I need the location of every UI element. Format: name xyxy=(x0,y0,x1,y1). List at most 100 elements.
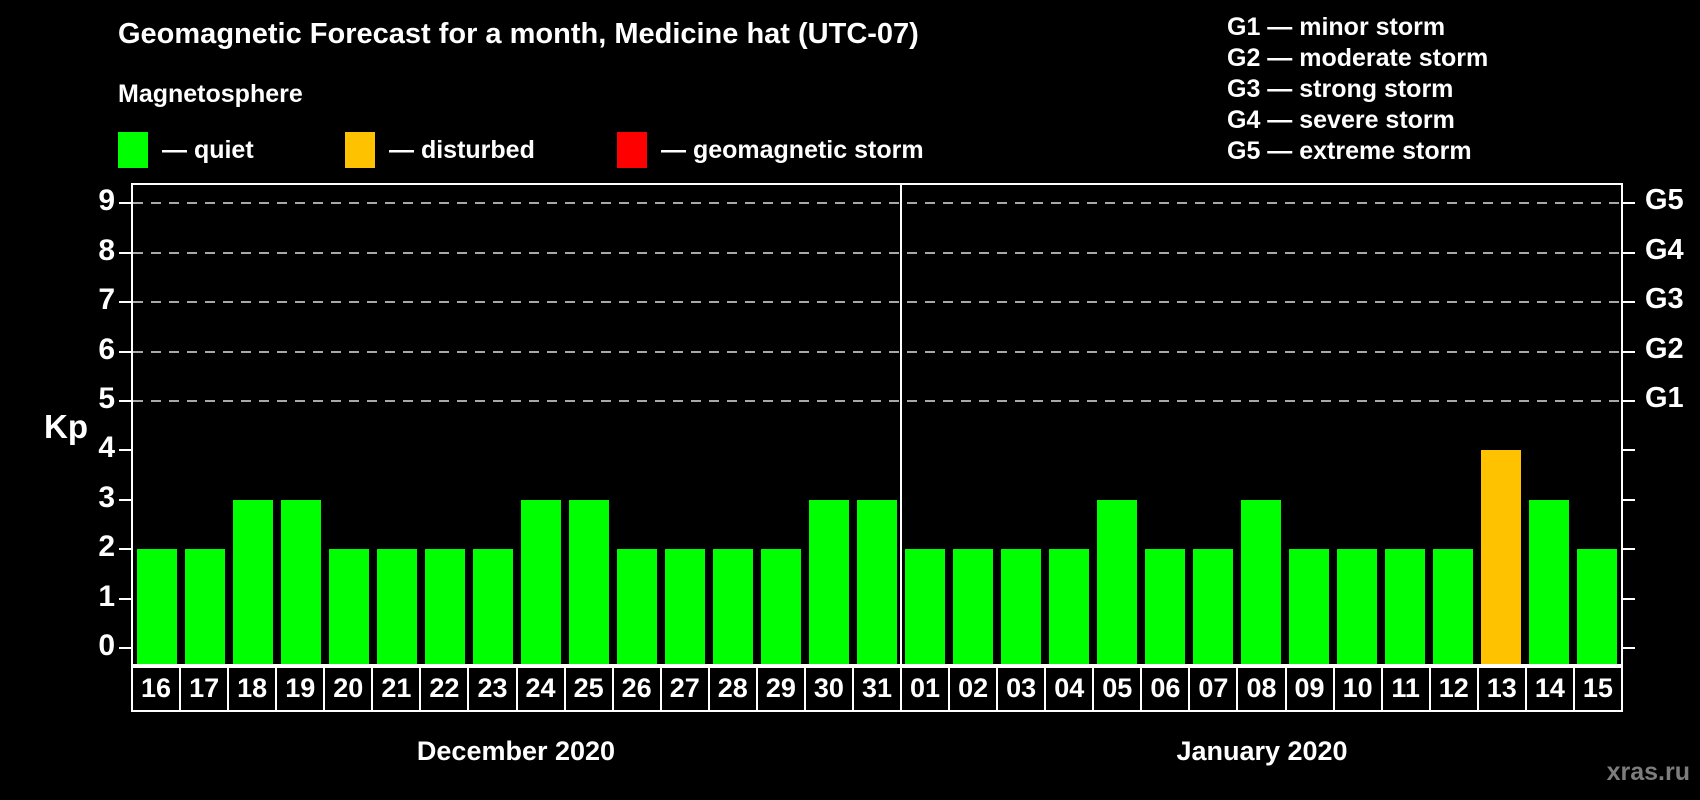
watermark: xras.ru xyxy=(1606,758,1690,786)
g-scale-legend: G1 — minor storm G2 — moderate storm G3 … xyxy=(1227,12,1488,167)
legend-item-disturbed: — disturbed xyxy=(345,131,535,169)
day-box-30: 30 xyxy=(803,666,854,712)
kp-bar-day-08 xyxy=(1240,499,1282,664)
day-box-07: 07 xyxy=(1188,666,1239,712)
legend-label-quiet: — quiet xyxy=(162,135,254,164)
kp-bar-day-01 xyxy=(904,549,946,664)
gridline-kp5 xyxy=(133,400,1621,402)
kp-bar-day-22 xyxy=(424,549,466,664)
g-tick-3 xyxy=(1623,498,1635,501)
kp-bar-day-25 xyxy=(568,499,610,664)
kp-bar-day-13 xyxy=(1480,450,1522,664)
storm-color-swatch xyxy=(617,132,647,168)
kp-bar-day-03 xyxy=(1000,549,1042,664)
kp-bar-day-07 xyxy=(1192,549,1234,664)
day-box-06: 06 xyxy=(1140,666,1191,712)
disturbed-color-swatch xyxy=(345,132,375,168)
legend-item-storm: — geomagnetic storm xyxy=(617,131,924,169)
kp-tick-label-3: 3 xyxy=(98,480,115,514)
kp-tick-3 xyxy=(119,498,131,501)
g-axis-label-g5: G5 xyxy=(1645,184,1684,217)
day-box-20: 20 xyxy=(323,666,374,712)
day-box-25: 25 xyxy=(563,666,614,712)
day-box-24: 24 xyxy=(515,666,566,712)
month-label-december: December 2020 xyxy=(416,736,616,766)
g3-legend-line: G3 — strong storm xyxy=(1227,75,1454,103)
kp-tick-8 xyxy=(119,251,131,254)
kp-tick-9 xyxy=(119,202,131,205)
g-axis-label-g1: G1 xyxy=(1645,382,1684,414)
day-box-19: 19 xyxy=(275,666,326,712)
day-box-22: 22 xyxy=(419,666,470,712)
legend-item-quiet: — quiet xyxy=(118,131,254,169)
g-tick-4 xyxy=(1623,449,1635,452)
kp-bar-day-30 xyxy=(808,499,850,664)
gridline-kp7 xyxy=(133,301,1621,304)
day-box-05: 05 xyxy=(1092,666,1143,712)
kp-bar-day-04 xyxy=(1048,549,1090,664)
kp-bar-day-15 xyxy=(1576,549,1618,664)
g-tick-5 xyxy=(1623,400,1635,402)
kp-bar-day-24 xyxy=(520,499,562,664)
kp-bar-day-18 xyxy=(232,499,274,664)
kp-bar-day-12 xyxy=(1432,549,1474,664)
kp-tick-label-2: 2 xyxy=(98,530,115,564)
g-tick-6 xyxy=(1623,350,1635,353)
kp-bar-day-06 xyxy=(1144,549,1186,664)
day-box-23: 23 xyxy=(467,666,518,712)
kp-bar-day-19 xyxy=(280,499,322,664)
kp-bar-day-20 xyxy=(328,549,370,664)
kp-bar-day-27 xyxy=(664,549,706,664)
kp-bar-day-11 xyxy=(1384,549,1426,664)
g5-legend-line: G5 — extreme storm xyxy=(1227,137,1472,165)
gridline-kp9 xyxy=(133,202,1621,205)
g1-legend-line: G1 — minor storm xyxy=(1227,13,1446,41)
kp-tick-label-8: 8 xyxy=(98,233,115,267)
kp-bar-day-26 xyxy=(616,549,658,664)
kp-tick-4 xyxy=(119,449,131,452)
kp-bar-day-17 xyxy=(184,549,226,664)
kp-tick-label-7: 7 xyxy=(98,283,115,317)
day-labels-row: 16 17 18 19 20 21 22 23 24 25 26 27 28 29 30 31 01 02 03 04… xyxy=(131,666,1623,712)
g-tick-2 xyxy=(1623,548,1635,551)
day-box-11: 11 xyxy=(1380,666,1431,712)
day-box-21: 21 xyxy=(371,666,422,712)
g-axis-label-g2: G2 xyxy=(1645,332,1684,365)
day-box-15: 15 xyxy=(1572,666,1623,712)
gridline-kp6 xyxy=(133,350,1621,353)
day-box-26: 26 xyxy=(611,666,662,712)
kp-tick-0 xyxy=(119,647,131,649)
kp-bar-day-29 xyxy=(760,549,802,664)
legend-label-storm: — geomagnetic storm xyxy=(661,135,924,164)
day-box-01: 01 xyxy=(900,666,951,712)
month-divider-line xyxy=(900,185,902,664)
kp-tick-5 xyxy=(119,400,131,402)
kp-bar-day-23 xyxy=(472,549,514,664)
kp-tick-label-9: 9 xyxy=(98,184,115,218)
kp-bar-day-10 xyxy=(1336,549,1378,664)
quiet-color-swatch xyxy=(118,132,148,168)
kp-bar-day-05 xyxy=(1096,499,1138,664)
kp-tick-7 xyxy=(119,301,131,304)
chart-plot-area xyxy=(131,183,1623,666)
kp-bar-day-28 xyxy=(712,549,754,664)
kp-tick-6 xyxy=(119,350,131,353)
kp-tick-label-6: 6 xyxy=(98,332,115,366)
kp-tick-1 xyxy=(119,597,131,600)
chart-title: Geomagnetic Forecast for a month, Medici… xyxy=(118,18,919,50)
day-box-02: 02 xyxy=(948,666,999,712)
kp-bar-day-02 xyxy=(952,549,994,664)
kp-bar-day-16 xyxy=(136,549,178,664)
legend-label-disturbed: — disturbed xyxy=(389,135,535,164)
day-box-08: 08 xyxy=(1236,666,1287,712)
day-box-04: 04 xyxy=(1044,666,1095,712)
g-tick-8 xyxy=(1623,251,1635,254)
day-box-16: 16 xyxy=(131,666,182,712)
kp-tick-label-1: 1 xyxy=(98,579,115,613)
day-box-18: 18 xyxy=(227,666,278,712)
day-box-17: 17 xyxy=(179,666,230,712)
kp-tick-2 xyxy=(119,548,131,551)
g-tick-0 xyxy=(1623,647,1635,649)
day-box-28: 28 xyxy=(707,666,758,712)
